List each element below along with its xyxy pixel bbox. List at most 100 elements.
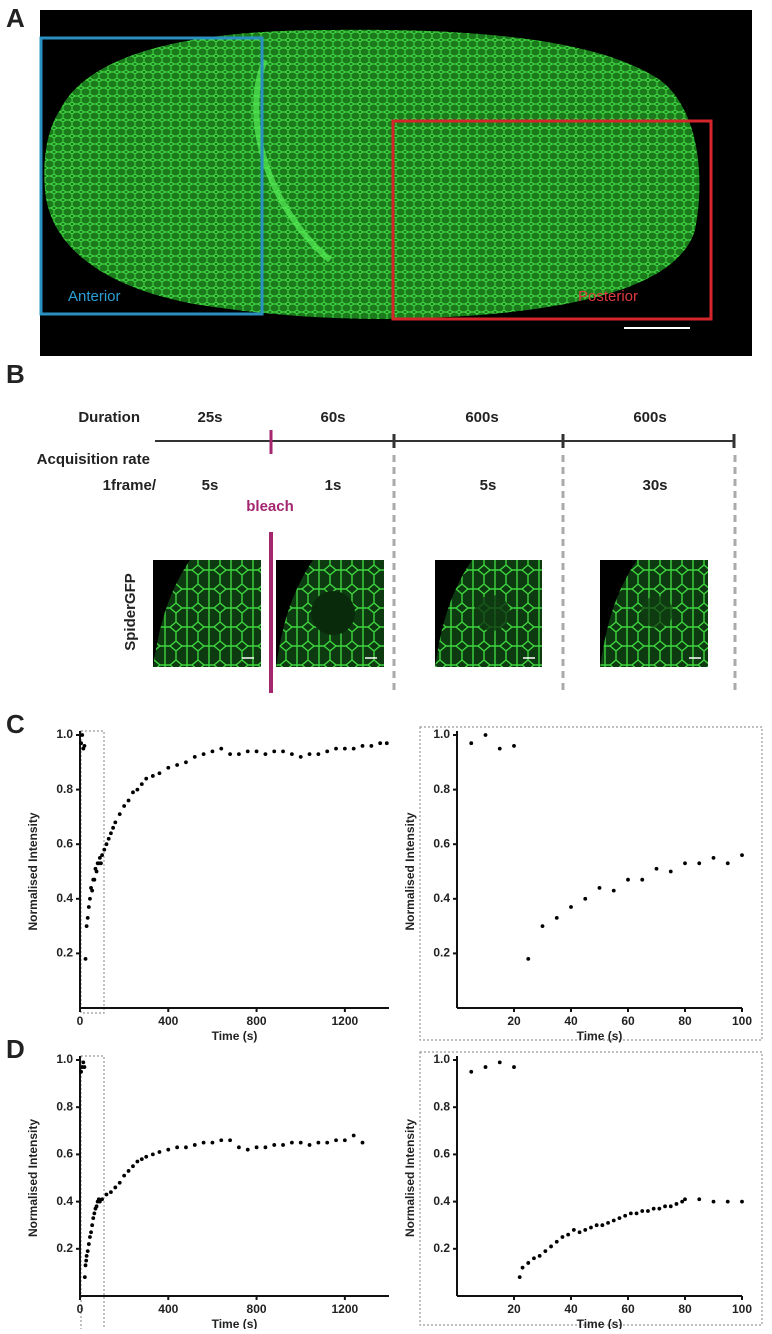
data-point xyxy=(316,1140,321,1145)
panel-label: C xyxy=(6,709,25,739)
embryo-fold xyxy=(253,58,332,263)
frame-label: 1frame/ xyxy=(103,477,157,494)
data-point xyxy=(640,877,645,882)
data-point xyxy=(351,746,356,751)
y-tick-label: 0.8 xyxy=(433,782,450,796)
data-point xyxy=(497,746,502,751)
data-point xyxy=(150,1152,155,1157)
duration: 60s xyxy=(320,409,345,426)
data-point xyxy=(83,1263,88,1268)
y-tick-label: 0.4 xyxy=(56,891,73,905)
data-point xyxy=(577,1230,582,1235)
data-point xyxy=(82,744,87,748)
data-point xyxy=(697,1197,702,1202)
data-point xyxy=(520,1265,525,1270)
data-point xyxy=(135,787,140,792)
zoom-region xyxy=(80,730,105,1014)
anterior-label: Anterior xyxy=(68,288,121,305)
data-point xyxy=(175,763,180,767)
data-point xyxy=(606,1220,610,1225)
data-point xyxy=(517,1275,522,1280)
y-axis-title: Normalised Intensity xyxy=(26,812,40,930)
x-tick-label: 0 xyxy=(77,1302,84,1316)
data-point xyxy=(201,1140,206,1145)
data-point xyxy=(384,741,389,746)
data-point xyxy=(611,888,616,893)
y-tick-label: 0.6 xyxy=(433,1147,450,1161)
rate: 30s xyxy=(642,477,667,494)
data-point xyxy=(554,916,559,920)
x-tick-label: 800 xyxy=(247,1014,267,1028)
posterior-label: Posterior xyxy=(578,288,638,305)
data-point xyxy=(623,1213,628,1218)
data-point xyxy=(89,1230,93,1235)
data-point xyxy=(88,896,92,901)
data-point xyxy=(640,1209,645,1213)
data-point xyxy=(360,1140,365,1145)
data-point xyxy=(166,765,171,770)
data-point xyxy=(483,1065,488,1069)
data-point xyxy=(289,1140,294,1145)
data-point xyxy=(117,1180,122,1185)
data-point xyxy=(263,752,268,757)
y-tick-label: 1.0 xyxy=(433,1052,450,1066)
y-tick-label: 0.2 xyxy=(433,1241,450,1255)
data-point xyxy=(210,749,215,754)
data-point xyxy=(600,1223,605,1228)
data-point xyxy=(668,869,673,874)
data-point xyxy=(597,885,602,890)
data-point xyxy=(201,752,206,757)
anterior-box xyxy=(39,36,264,316)
x-tick-label: 400 xyxy=(158,1014,178,1028)
posterior-box xyxy=(391,119,713,321)
data-point xyxy=(92,1211,97,1216)
data-point xyxy=(628,1211,633,1216)
data-point xyxy=(554,1239,559,1244)
data-point xyxy=(611,1218,616,1223)
data-point xyxy=(135,1159,140,1164)
data-point xyxy=(84,924,89,928)
data-point xyxy=(219,1138,224,1143)
data-point xyxy=(100,853,104,858)
data-point xyxy=(537,1253,542,1258)
data-point xyxy=(99,861,103,866)
data-point xyxy=(634,1211,639,1216)
data-point xyxy=(589,1225,593,1230)
data-point xyxy=(626,877,630,882)
data-point xyxy=(281,1143,285,1147)
data-point xyxy=(166,1147,171,1152)
duration-label: Duration xyxy=(78,409,140,426)
x-tick-label: 80 xyxy=(678,1302,692,1316)
data-point xyxy=(342,746,347,751)
data-point xyxy=(740,1199,744,1204)
data-point xyxy=(79,741,84,746)
data-point xyxy=(281,749,285,754)
y-tick-label: 0.8 xyxy=(56,782,73,796)
data-point xyxy=(82,1275,87,1280)
data-point xyxy=(228,752,232,757)
y-tick-label: 0.2 xyxy=(56,1241,73,1255)
data-point xyxy=(85,1249,90,1254)
data-point xyxy=(683,1197,687,1202)
x-tick-label: 40 xyxy=(564,1014,578,1028)
data-point xyxy=(697,861,702,866)
data-point xyxy=(668,1204,673,1209)
data-point xyxy=(84,1253,89,1258)
phase-dividers xyxy=(392,455,737,693)
data-point xyxy=(526,956,531,961)
zoom-region xyxy=(80,1055,105,1334)
bleach-spot xyxy=(311,591,355,635)
y-tick-label: 0.4 xyxy=(433,1194,450,1208)
micrographs xyxy=(153,560,708,667)
data-point xyxy=(100,1197,104,1202)
duration: 25s xyxy=(197,409,222,426)
data-point xyxy=(334,746,338,751)
data-point xyxy=(192,754,197,759)
data-point xyxy=(369,744,374,748)
data-point xyxy=(740,853,744,858)
data-point xyxy=(725,861,730,866)
data-point xyxy=(512,1065,516,1069)
data-point xyxy=(228,1138,232,1143)
data-point xyxy=(540,924,545,928)
